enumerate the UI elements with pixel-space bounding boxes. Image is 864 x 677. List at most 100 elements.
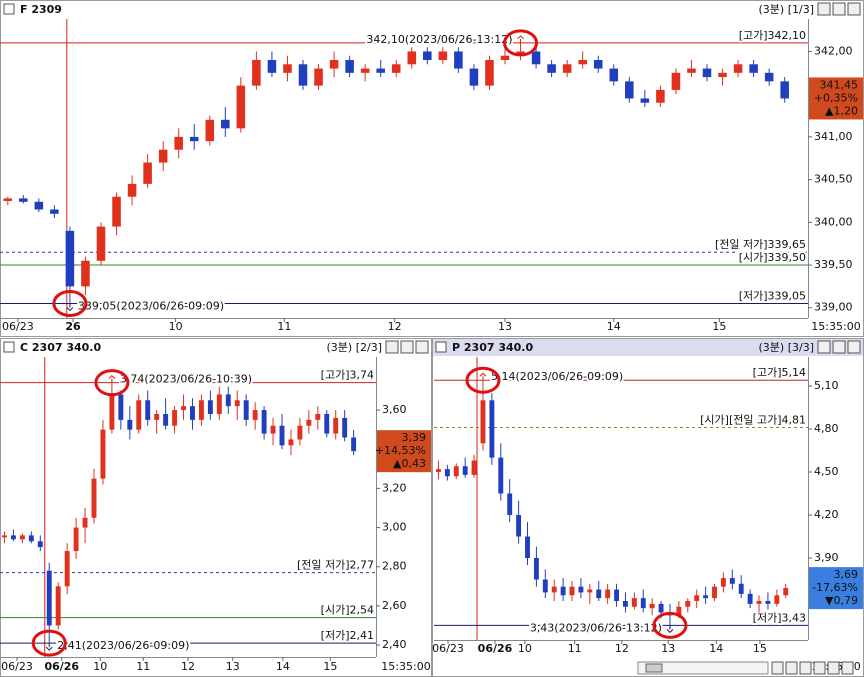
reference-label: [고가]5,14	[753, 366, 806, 379]
annotation-arrow	[479, 372, 487, 381]
window-button[interactable]	[847, 340, 861, 354]
reference-label: [저가]2,41	[321, 629, 374, 642]
toolbar-button[interactable]	[771, 661, 784, 675]
candle-body	[687, 68, 696, 73]
reference-label: [저가]3,43	[753, 611, 806, 624]
y-tick-label: 341,00	[814, 130, 853, 143]
window-button[interactable]	[415, 340, 429, 354]
candle-body	[329, 60, 339, 69]
candle-body	[261, 410, 267, 434]
candle-body	[649, 603, 655, 609]
candle-body	[500, 55, 510, 61]
current-price-text: 3,39	[402, 431, 427, 444]
candle-body	[297, 425, 303, 440]
candle-body	[109, 394, 115, 430]
candle-body	[658, 603, 664, 613]
candle-body	[587, 589, 593, 593]
x-tick-label: 13	[498, 320, 512, 333]
panel-frame	[432, 338, 864, 677]
candle-body	[578, 60, 587, 65]
y-tick-label: 4,50	[814, 465, 839, 478]
candle-body	[81, 260, 90, 287]
annotation-text: 339,05(2023/06/26-09:09)	[78, 299, 224, 312]
panel-icon	[435, 341, 447, 353]
candle-body	[225, 394, 231, 407]
y-tick-label: 2,60	[382, 599, 407, 612]
reference-label: [고가]342,10	[739, 29, 806, 42]
reference-label: [시가]2,54	[321, 604, 374, 617]
reference-label: [시가][전일 고가]4,81	[700, 413, 806, 427]
reference-label: [전일 저가]2,77	[297, 558, 374, 572]
y-tick-label: 3,90	[814, 551, 839, 564]
toolbar-button[interactable]	[813, 661, 826, 675]
candle-body	[703, 595, 709, 599]
highlight-circle	[652, 611, 688, 639]
candle-body	[507, 493, 513, 515]
x-tick-label: 06/23	[2, 320, 34, 333]
scrollbar-track[interactable]	[637, 661, 769, 675]
window-button[interactable]	[385, 340, 399, 354]
panel-tag: (3분) [1/3]	[759, 3, 814, 16]
candle-body	[498, 457, 504, 494]
candle-body	[127, 419, 133, 430]
candle-body	[436, 469, 441, 472]
x-tick-label: 15	[712, 320, 726, 333]
candle-body	[174, 136, 183, 150]
toolbar-button[interactable]	[785, 661, 798, 675]
candle-body	[205, 119, 215, 142]
current-price-text: ▲0,43	[393, 457, 426, 470]
candle-body	[569, 586, 575, 596]
candle-body	[423, 51, 432, 61]
toolbar-button[interactable]	[827, 661, 840, 675]
candle-body	[480, 400, 486, 444]
candle-body	[376, 68, 385, 73]
panel-header	[1, 339, 431, 356]
candle-body	[216, 394, 222, 414]
candle-body	[702, 68, 712, 78]
candle-body	[360, 68, 370, 73]
candle-body	[542, 579, 548, 593]
candle-body	[34, 201, 44, 210]
window-button[interactable]	[817, 340, 831, 354]
scrollbar-thumb[interactable]	[645, 663, 663, 673]
candle-body	[288, 439, 294, 446]
candle-body	[631, 598, 637, 607]
candle-body	[158, 149, 168, 163]
x-tick-label: 14	[276, 660, 290, 673]
candle-body	[609, 68, 619, 82]
annotation-arrow	[517, 35, 524, 43]
highlight-circle	[503, 29, 539, 57]
candle-body	[19, 535, 25, 540]
candle-body	[718, 72, 727, 78]
candle-body	[112, 196, 121, 227]
window-button[interactable]	[400, 340, 414, 354]
window-button[interactable]	[817, 2, 831, 16]
candle-body	[324, 413, 330, 434]
candle-body	[407, 51, 417, 65]
candle-body	[28, 535, 34, 542]
annotation-arrow	[66, 303, 74, 312]
candle-body	[314, 68, 323, 86]
x-tick-label: 13	[226, 660, 240, 673]
toolbar-button[interactable]	[799, 661, 812, 675]
candle-body	[671, 72, 681, 90]
panel-frame	[0, 0, 864, 337]
candle-body	[676, 606, 682, 616]
window-button[interactable]	[832, 340, 846, 354]
current-price-box	[809, 567, 863, 610]
window-button[interactable]	[832, 2, 846, 16]
panel-icon	[3, 341, 15, 353]
candle-body	[471, 460, 477, 475]
y-tick-label: 3,60	[382, 403, 407, 416]
reference-label: [시가]339,50	[739, 251, 806, 264]
candle-body	[454, 51, 463, 69]
chart-panel: F 2309 (3분) [1/3] 339,00 339,50 340,00 340,50…	[0, 0, 864, 337]
candle-body	[462, 466, 468, 475]
candle-body	[91, 478, 97, 518]
candle-body	[154, 413, 160, 420]
reference-label: [저가]339,05	[739, 289, 806, 302]
panel-header	[1, 1, 863, 18]
toolbar-button[interactable]	[841, 661, 854, 675]
candle-body	[625, 81, 634, 99]
window-button[interactable]	[847, 2, 861, 16]
